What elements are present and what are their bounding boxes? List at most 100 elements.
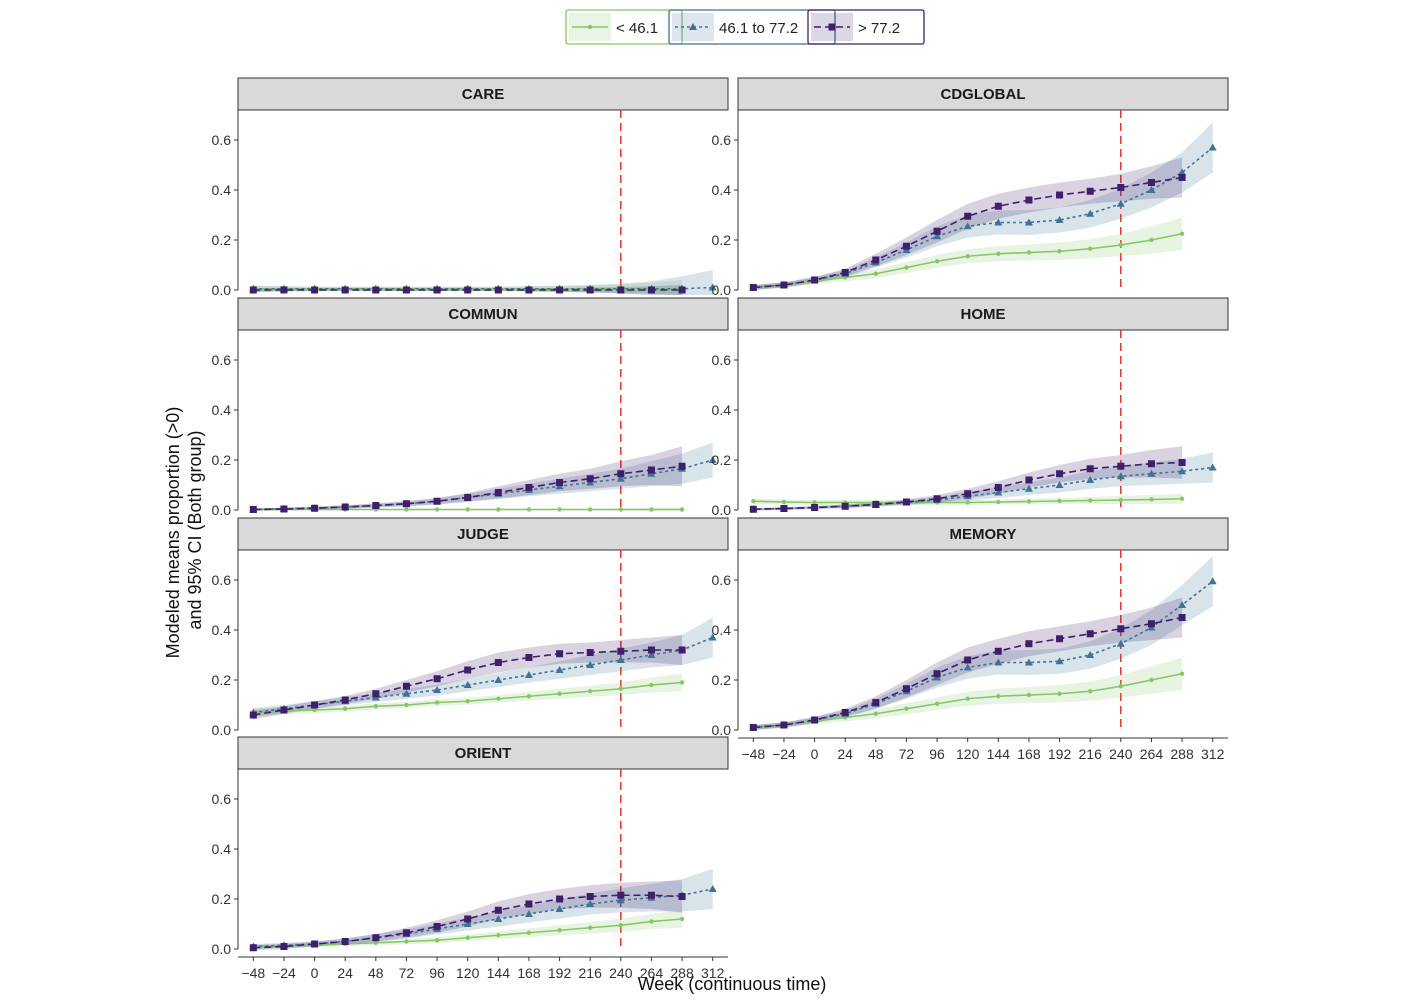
- data-point: [280, 505, 288, 513]
- data-point: [404, 702, 409, 708]
- series-line: [253, 888, 713, 948]
- data-point: [873, 271, 879, 276]
- x-tick-label: 288: [1170, 746, 1194, 762]
- legend-item-1: 46.1 to 77.2: [668, 9, 836, 45]
- panel-judge: JUDGE 0.0 0.2 0.4 0.6: [212, 517, 729, 738]
- data-point: [526, 507, 532, 512]
- data-point: [1086, 651, 1095, 658]
- data-point: [934, 701, 940, 706]
- ci-ribbon: [753, 657, 1183, 730]
- data-point: [618, 686, 624, 691]
- data-point: [1056, 635, 1064, 643]
- data-point: [904, 265, 909, 270]
- data-point: [994, 488, 1003, 496]
- data-point: [1087, 246, 1093, 251]
- panel-strip: [737, 77, 1229, 111]
- data-point: [587, 507, 593, 512]
- data-point: [1055, 216, 1064, 223]
- series-line: [753, 146, 1214, 289]
- x-tick-label: 312: [1201, 746, 1225, 762]
- y-tick-label: 0.2: [212, 452, 232, 468]
- data-point: [1147, 186, 1156, 193]
- x-tick-label: −48: [241, 965, 265, 981]
- data-point: [556, 479, 564, 486]
- data-point: [994, 484, 1002, 491]
- data-point: [465, 699, 470, 704]
- x-tick-label: 192: [548, 965, 572, 981]
- data-point: [311, 504, 319, 512]
- data-point: [749, 284, 757, 291]
- data-point: [708, 633, 717, 641]
- data-point: [372, 502, 380, 509]
- data-point: [812, 500, 817, 505]
- data-point: [494, 676, 503, 683]
- data-point: [402, 682, 410, 690]
- data-point: [1118, 684, 1124, 689]
- data-point: [1026, 499, 1032, 504]
- data-point: [402, 929, 410, 937]
- data-point: [649, 919, 654, 924]
- data-point: [1086, 209, 1095, 217]
- ci-ribbon: [253, 869, 713, 949]
- data-point: [679, 916, 685, 922]
- panel-title: JUDGE: [457, 526, 509, 543]
- data-point: [749, 505, 757, 513]
- data-point: [1147, 179, 1155, 186]
- data-point: [1178, 614, 1186, 621]
- data-point: [1086, 630, 1094, 638]
- y-tick-label: 0.0: [712, 722, 732, 738]
- data-point: [433, 286, 441, 294]
- legend-label: 46.1 to 77.2: [719, 20, 798, 37]
- data-point: [811, 504, 819, 511]
- data-point: [1149, 497, 1154, 502]
- data-point: [373, 704, 379, 709]
- panel-title: CDGLOBAL: [941, 86, 1026, 103]
- data-point: [616, 656, 625, 663]
- data-point: [557, 507, 562, 512]
- y-tick-label: 0.4: [712, 402, 732, 418]
- data-point: [647, 651, 656, 658]
- panel-title: CARE: [462, 86, 505, 103]
- data-point: [678, 286, 686, 294]
- y-tick-label: 0.6: [212, 132, 232, 148]
- data-point: [249, 506, 257, 513]
- data-point: [708, 885, 717, 892]
- data-point: [372, 286, 380, 294]
- ci-ribbon: [753, 452, 1213, 511]
- panel-cdglobal: CDGLOBAL 0.0 0.2 0.4 0.6: [712, 77, 1229, 298]
- data-point: [1178, 459, 1186, 466]
- data-point: [404, 939, 409, 944]
- data-point: [496, 507, 501, 512]
- panels: CARE0.00.20.40.6CDGLOBAL0.00.20.40.6COMM…: [212, 77, 1229, 981]
- data-point: [617, 891, 625, 899]
- data-point: [434, 938, 440, 943]
- data-point: [1208, 143, 1217, 151]
- data-point: [963, 222, 972, 230]
- data-point: [557, 691, 562, 696]
- data-point: [1057, 498, 1062, 504]
- y-tick-label: 0.0: [712, 282, 732, 298]
- y-tick-label: 0.0: [712, 502, 732, 518]
- data-point: [934, 259, 940, 264]
- x-tick-label: 192: [1048, 746, 1072, 762]
- data-point: [708, 283, 717, 291]
- data-point: [872, 501, 880, 508]
- data-point: [464, 286, 472, 294]
- y-axis-title: Modeled means proportion (>0) and 95% CI…: [163, 402, 205, 659]
- data-point: [463, 681, 472, 688]
- data-point: [373, 940, 379, 945]
- series-line: [253, 649, 683, 716]
- data-point: [524, 910, 533, 917]
- panel-title: MEMORY: [950, 526, 1017, 543]
- data-point: [964, 490, 972, 498]
- data-point: [463, 920, 472, 927]
- data-point: [751, 499, 756, 504]
- legend-label: > 77.2: [858, 20, 900, 37]
- data-point: [618, 507, 624, 512]
- data-point: [1026, 250, 1032, 255]
- data-point: [1149, 677, 1154, 683]
- data-point: [749, 724, 757, 731]
- panel-strip: [737, 517, 1229, 551]
- data-point: [1025, 640, 1033, 648]
- legend-box: [807, 9, 925, 45]
